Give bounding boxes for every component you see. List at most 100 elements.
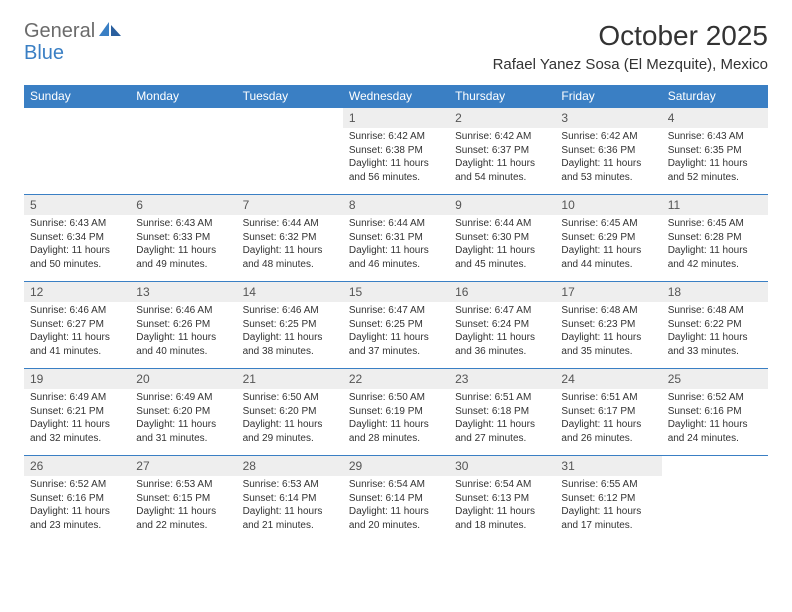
day-detail-cell: Sunrise: 6:42 AM Sunset: 6:38 PM Dayligh… bbox=[343, 128, 449, 195]
day-detail-cell: Sunrise: 6:46 AM Sunset: 6:25 PM Dayligh… bbox=[237, 302, 343, 369]
day-number-cell: 25 bbox=[662, 369, 768, 390]
day-number-cell: 13 bbox=[130, 282, 236, 303]
calendar-body: 1234Sunrise: 6:42 AM Sunset: 6:38 PM Day… bbox=[24, 107, 768, 542]
day-detail-cell: Sunrise: 6:48 AM Sunset: 6:23 PM Dayligh… bbox=[555, 302, 661, 369]
day-header: Saturday bbox=[662, 85, 768, 107]
day-header: Monday bbox=[130, 85, 236, 107]
day-detail-cell: Sunrise: 6:50 AM Sunset: 6:19 PM Dayligh… bbox=[343, 389, 449, 456]
day-detail-cell: Sunrise: 6:54 AM Sunset: 6:14 PM Dayligh… bbox=[343, 476, 449, 542]
day-header: Sunday bbox=[24, 85, 130, 107]
day-detail-cell: Sunrise: 6:42 AM Sunset: 6:37 PM Dayligh… bbox=[449, 128, 555, 195]
logo-sail-icon bbox=[99, 20, 121, 43]
day-number-cell: 12 bbox=[24, 282, 130, 303]
day-detail-cell: Sunrise: 6:50 AM Sunset: 6:20 PM Dayligh… bbox=[237, 389, 343, 456]
day-number-cell bbox=[24, 108, 130, 129]
day-detail-cell: Sunrise: 6:44 AM Sunset: 6:31 PM Dayligh… bbox=[343, 215, 449, 282]
day-detail-cell: Sunrise: 6:43 AM Sunset: 6:35 PM Dayligh… bbox=[662, 128, 768, 195]
day-detail-cell bbox=[237, 128, 343, 195]
day-number-cell bbox=[662, 456, 768, 477]
day-number-cell: 19 bbox=[24, 369, 130, 390]
day-number-cell: 18 bbox=[662, 282, 768, 303]
day-detail-cell: Sunrise: 6:47 AM Sunset: 6:25 PM Dayligh… bbox=[343, 302, 449, 369]
day-number-cell: 20 bbox=[130, 369, 236, 390]
day-number-cell: 15 bbox=[343, 282, 449, 303]
page-header: General October 2025 Rafael Yanez Sosa (… bbox=[24, 20, 768, 73]
day-number-row: 567891011 bbox=[24, 195, 768, 216]
day-number-cell: 29 bbox=[343, 456, 449, 477]
logo-text-general: General bbox=[24, 20, 95, 43]
day-number-cell: 11 bbox=[662, 195, 768, 216]
day-detail-cell: Sunrise: 6:44 AM Sunset: 6:30 PM Dayligh… bbox=[449, 215, 555, 282]
location-subtitle: Rafael Yanez Sosa (El Mezquite), Mexico bbox=[493, 56, 768, 73]
day-number-row: 1234 bbox=[24, 108, 768, 129]
day-detail-cell: Sunrise: 6:43 AM Sunset: 6:33 PM Dayligh… bbox=[130, 215, 236, 282]
day-number-row: 12131415161718 bbox=[24, 282, 768, 303]
day-number-cell: 7 bbox=[237, 195, 343, 216]
day-detail-cell: Sunrise: 6:47 AM Sunset: 6:24 PM Dayligh… bbox=[449, 302, 555, 369]
month-title: October 2025 bbox=[493, 20, 768, 52]
day-detail-cell: Sunrise: 6:43 AM Sunset: 6:34 PM Dayligh… bbox=[24, 215, 130, 282]
logo-text-blue: Blue bbox=[24, 42, 64, 64]
day-detail-cell: Sunrise: 6:51 AM Sunset: 6:18 PM Dayligh… bbox=[449, 389, 555, 456]
day-detail-cell bbox=[130, 128, 236, 195]
day-header: Friday bbox=[555, 85, 661, 107]
day-detail-cell: Sunrise: 6:53 AM Sunset: 6:14 PM Dayligh… bbox=[237, 476, 343, 542]
day-number-cell: 9 bbox=[449, 195, 555, 216]
day-header: Tuesday bbox=[237, 85, 343, 107]
day-number-row: 262728293031 bbox=[24, 456, 768, 477]
day-number-cell: 21 bbox=[237, 369, 343, 390]
day-detail-cell: Sunrise: 6:49 AM Sunset: 6:21 PM Dayligh… bbox=[24, 389, 130, 456]
day-number-cell bbox=[237, 108, 343, 129]
day-header-row: Sunday Monday Tuesday Wednesday Thursday… bbox=[24, 85, 768, 107]
day-number-cell: 2 bbox=[449, 108, 555, 129]
day-header: Wednesday bbox=[343, 85, 449, 107]
day-detail-cell: Sunrise: 6:55 AM Sunset: 6:12 PM Dayligh… bbox=[555, 476, 661, 542]
calendar-table: Sunday Monday Tuesday Wednesday Thursday… bbox=[24, 85, 768, 107]
day-number-cell: 26 bbox=[24, 456, 130, 477]
day-detail-row: Sunrise: 6:52 AM Sunset: 6:16 PM Dayligh… bbox=[24, 476, 768, 542]
day-detail-cell: Sunrise: 6:53 AM Sunset: 6:15 PM Dayligh… bbox=[130, 476, 236, 542]
day-number-cell: 23 bbox=[449, 369, 555, 390]
day-header: Thursday bbox=[449, 85, 555, 107]
day-detail-cell: Sunrise: 6:52 AM Sunset: 6:16 PM Dayligh… bbox=[24, 476, 130, 542]
title-block: October 2025 Rafael Yanez Sosa (El Mezqu… bbox=[493, 20, 768, 73]
day-number-cell: 16 bbox=[449, 282, 555, 303]
day-number-cell: 22 bbox=[343, 369, 449, 390]
day-detail-cell: Sunrise: 6:46 AM Sunset: 6:27 PM Dayligh… bbox=[24, 302, 130, 369]
day-detail-cell: Sunrise: 6:44 AM Sunset: 6:32 PM Dayligh… bbox=[237, 215, 343, 282]
day-detail-cell: Sunrise: 6:45 AM Sunset: 6:29 PM Dayligh… bbox=[555, 215, 661, 282]
day-number-cell bbox=[130, 108, 236, 129]
calendar-page: General October 2025 Rafael Yanez Sosa (… bbox=[0, 0, 792, 562]
day-number-cell: 5 bbox=[24, 195, 130, 216]
day-detail-cell bbox=[662, 476, 768, 542]
logo-blue-wrap: Blue bbox=[24, 42, 64, 65]
day-detail-cell: Sunrise: 6:52 AM Sunset: 6:16 PM Dayligh… bbox=[662, 389, 768, 456]
day-detail-cell bbox=[24, 128, 130, 195]
day-detail-row: Sunrise: 6:46 AM Sunset: 6:27 PM Dayligh… bbox=[24, 302, 768, 369]
day-number-cell: 30 bbox=[449, 456, 555, 477]
day-detail-row: Sunrise: 6:49 AM Sunset: 6:21 PM Dayligh… bbox=[24, 389, 768, 456]
day-number-cell: 1 bbox=[343, 108, 449, 129]
day-number-cell: 24 bbox=[555, 369, 661, 390]
day-detail-cell: Sunrise: 6:54 AM Sunset: 6:13 PM Dayligh… bbox=[449, 476, 555, 542]
day-detail-cell: Sunrise: 6:46 AM Sunset: 6:26 PM Dayligh… bbox=[130, 302, 236, 369]
day-number-row: 19202122232425 bbox=[24, 369, 768, 390]
day-number-cell: 3 bbox=[555, 108, 661, 129]
day-number-cell: 27 bbox=[130, 456, 236, 477]
day-number-cell: 31 bbox=[555, 456, 661, 477]
day-detail-cell: Sunrise: 6:48 AM Sunset: 6:22 PM Dayligh… bbox=[662, 302, 768, 369]
day-detail-cell: Sunrise: 6:49 AM Sunset: 6:20 PM Dayligh… bbox=[130, 389, 236, 456]
day-detail-cell: Sunrise: 6:42 AM Sunset: 6:36 PM Dayligh… bbox=[555, 128, 661, 195]
logo: General bbox=[24, 20, 123, 43]
day-number-cell: 14 bbox=[237, 282, 343, 303]
day-detail-row: Sunrise: 6:43 AM Sunset: 6:34 PM Dayligh… bbox=[24, 215, 768, 282]
day-detail-row: Sunrise: 6:42 AM Sunset: 6:38 PM Dayligh… bbox=[24, 128, 768, 195]
day-number-cell: 10 bbox=[555, 195, 661, 216]
day-detail-cell: Sunrise: 6:51 AM Sunset: 6:17 PM Dayligh… bbox=[555, 389, 661, 456]
day-number-cell: 17 bbox=[555, 282, 661, 303]
day-number-cell: 28 bbox=[237, 456, 343, 477]
day-number-cell: 6 bbox=[130, 195, 236, 216]
day-detail-cell: Sunrise: 6:45 AM Sunset: 6:28 PM Dayligh… bbox=[662, 215, 768, 282]
day-number-cell: 4 bbox=[662, 108, 768, 129]
day-number-cell: 8 bbox=[343, 195, 449, 216]
